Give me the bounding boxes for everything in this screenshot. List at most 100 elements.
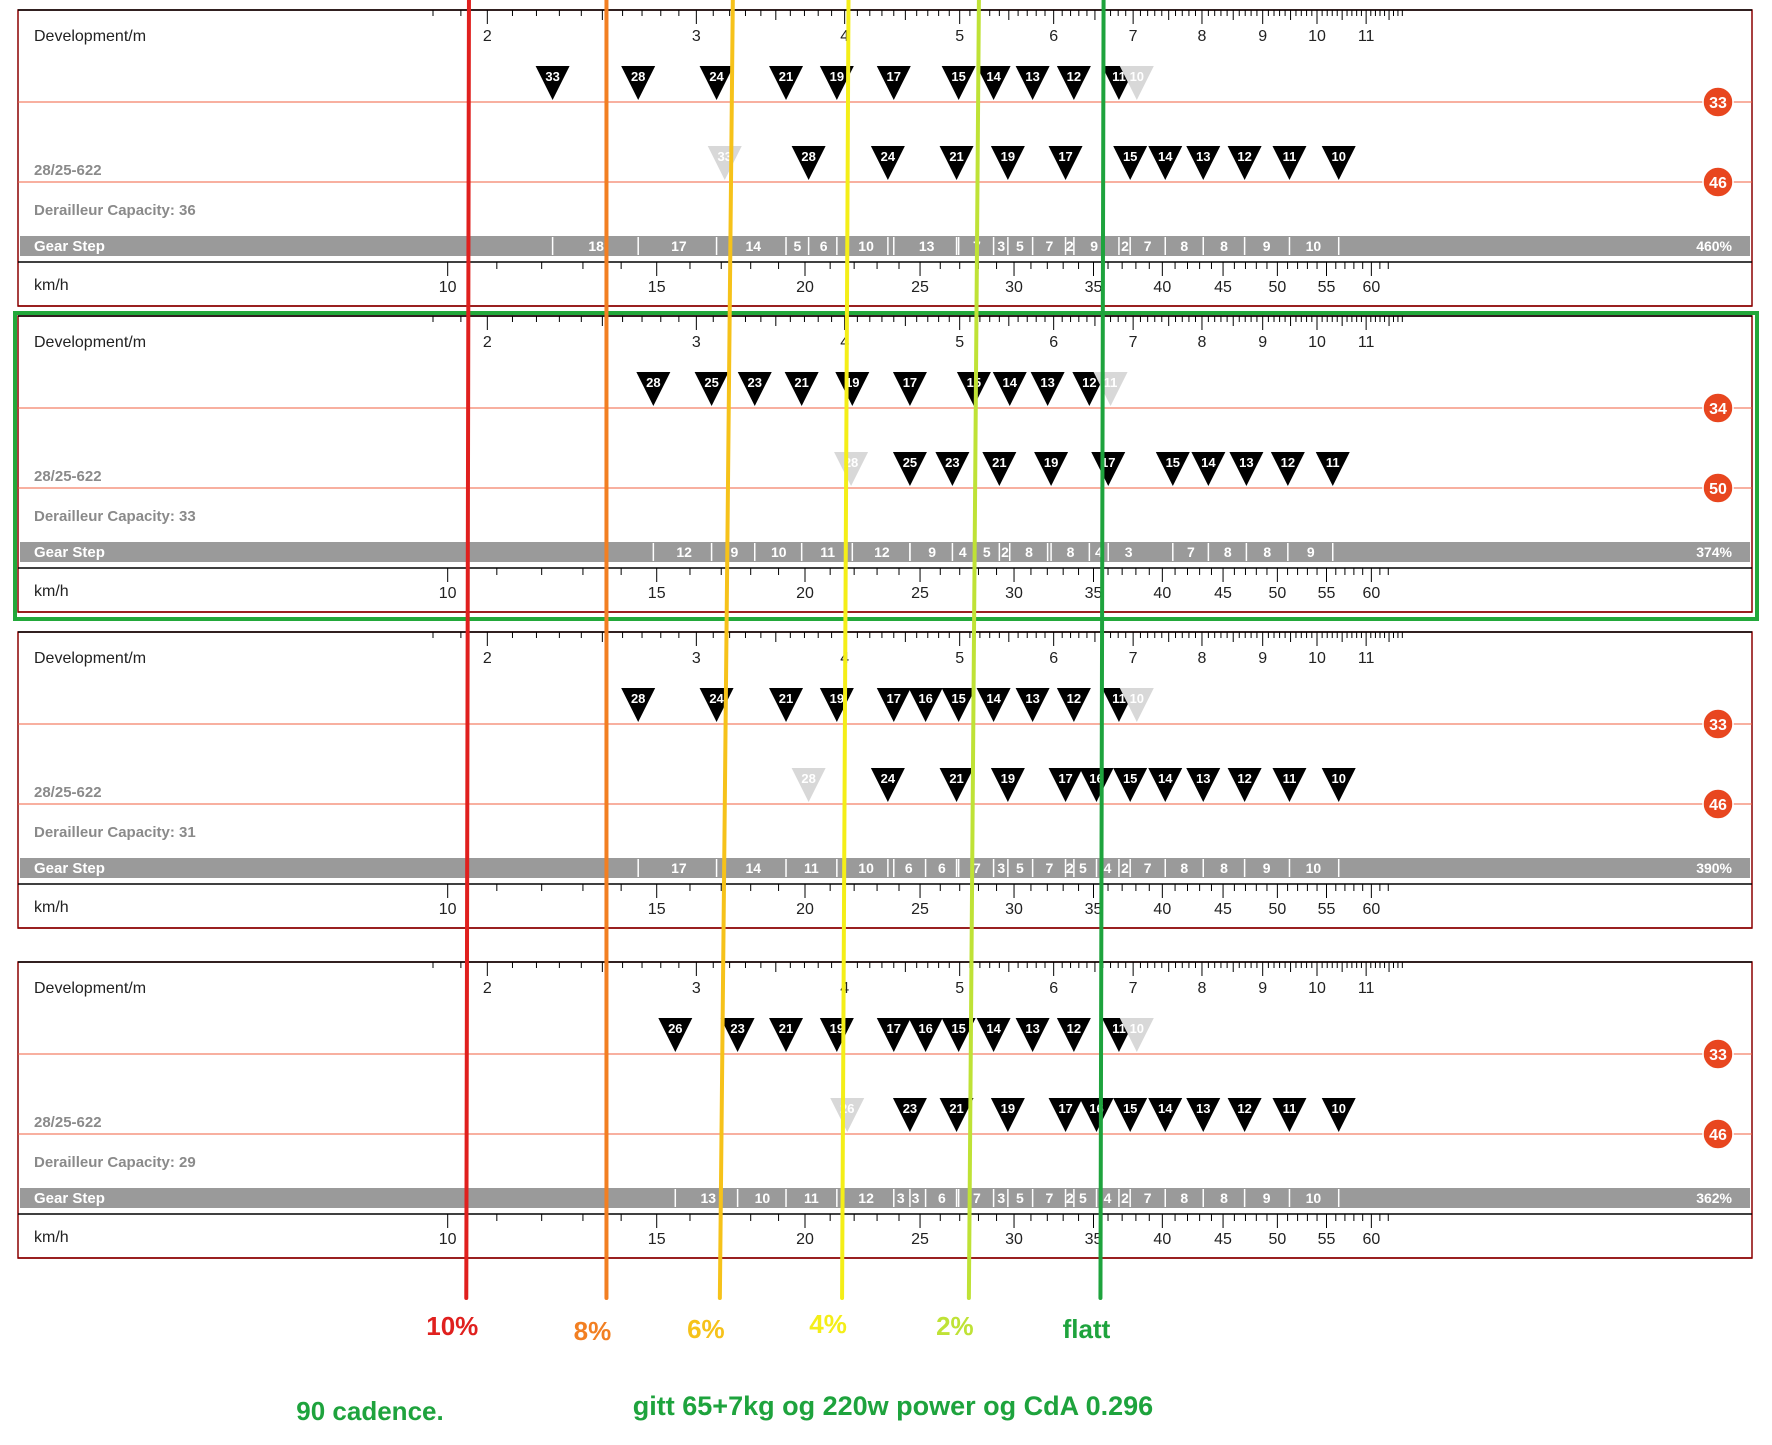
gear-step-value: 10	[755, 1190, 771, 1206]
gradient-label: 8%	[574, 1316, 612, 1346]
gradient-line	[717, 0, 735, 1300]
small-ring-cog-label: 25	[704, 375, 718, 390]
big-ring-cog-label: 21	[949, 1101, 963, 1116]
gear-step-value: 8	[1263, 544, 1271, 560]
small-ring-cog-label: 13	[1025, 691, 1039, 706]
development-label: Development/m	[34, 28, 146, 45]
gear-range: 362%	[1696, 1190, 1732, 1206]
kmh-tick-label: 45	[1214, 585, 1232, 602]
gear-step-value: 10	[1306, 1190, 1322, 1206]
big-ring-cog-label: 23	[945, 455, 959, 470]
gear-step-value: 9	[1263, 1190, 1271, 1206]
gear-step-value: 3	[1125, 544, 1133, 560]
gear-step-value: 8	[1220, 1190, 1228, 1206]
gear-step-value: 3	[912, 1190, 920, 1206]
small-ring-cog-marker	[658, 1018, 693, 1052]
big-ring-cog-label: 12	[1237, 149, 1251, 164]
big-ring-cog-label: 15	[1123, 149, 1137, 164]
big-ring-cog-marker	[1113, 768, 1148, 802]
big-ring-cog-marker	[1270, 452, 1305, 486]
gear-step-value: 7	[1045, 238, 1053, 254]
development-tick-label: 2	[483, 980, 492, 997]
small-ring-cog-label: 21	[779, 69, 793, 84]
small-ring-cog-label: 10	[1130, 1021, 1144, 1036]
kmh-tick-label: 20	[796, 585, 814, 602]
big-ring-cog-marker	[1229, 452, 1264, 486]
small-ring-cog-label: 19	[830, 691, 844, 706]
gear-step-value: 10	[858, 238, 874, 254]
gear-panel-4: Development/m234567891011334626232119171…	[17, 961, 1753, 1259]
kmh-label: km/h	[34, 583, 69, 600]
kmh-tick-label: 35	[1085, 279, 1103, 296]
small-ring-cog-label: 21	[794, 375, 808, 390]
big-ring-cog-marker	[1315, 452, 1350, 486]
gear-step-value: 7	[973, 860, 981, 876]
big-ring-cog-label: 12	[1237, 1101, 1251, 1116]
kmh-tick-label: 50	[1268, 279, 1286, 296]
big-ring-cog-marker	[1048, 146, 1083, 180]
big-ring-cog-label: 13	[1196, 1101, 1210, 1116]
small-ring-cog-marker	[976, 66, 1011, 100]
small-ring-cog-label: 10	[1130, 691, 1144, 706]
gear-step-value: 10	[1306, 238, 1322, 254]
kmh-tick-label: 15	[648, 901, 666, 918]
small-ring-cog-marker	[1056, 688, 1091, 722]
big-ring-cog-marker	[1113, 1098, 1148, 1132]
gear-step-value: 13	[919, 238, 935, 254]
big-ring-cog-marker	[939, 146, 974, 180]
gear-step-value: 4	[1104, 1190, 1112, 1206]
development-tick-label: 7	[1129, 980, 1138, 997]
small-ring-cog-marker	[1119, 66, 1154, 100]
gear-step-value: 2	[1121, 860, 1129, 876]
kmh-tick-label: 50	[1268, 585, 1286, 602]
big-ring-cog-label: 14	[1158, 771, 1173, 786]
development-tick-label: 9	[1258, 980, 1267, 997]
big-ring-cog-label: 14	[1201, 455, 1216, 470]
gear-step-value: 2	[1121, 1190, 1129, 1206]
big-ring-cog-marker	[990, 768, 1025, 802]
gear-step-value: 5	[983, 544, 991, 560]
gear-step-value: 9	[1090, 238, 1098, 254]
development-tick-label: 10	[1308, 980, 1326, 997]
big-ring-cog-label: 10	[1331, 771, 1345, 786]
small-ring-cog-label: 10	[1130, 69, 1144, 84]
gradient-line	[840, 0, 851, 1300]
small-ring-cog-label: 28	[646, 375, 660, 390]
gear-step-value: 5	[794, 238, 802, 254]
gear-step-value: 9	[1307, 544, 1315, 560]
big-ring-cog-marker	[1272, 146, 1307, 180]
kmh-tick-label: 10	[439, 1231, 457, 1248]
gear-step-value: 14	[745, 238, 761, 254]
development-tick-label: 10	[1308, 334, 1326, 351]
derailleur-capacity: Derailleur Capacity: 31	[34, 824, 196, 841]
gear-step-value: 13	[700, 1190, 716, 1206]
kmh-tick-label: 60	[1362, 901, 1380, 918]
small-ring-cog-marker	[976, 688, 1011, 722]
kmh-tick-label: 25	[911, 279, 929, 296]
small-ring-cog-marker	[876, 688, 911, 722]
development-tick-label: 3	[692, 650, 701, 667]
gear-step-value: 12	[858, 1190, 874, 1206]
small-chainring-badge	[1702, 392, 1734, 424]
small-ring-cog-label: 12	[1082, 375, 1096, 390]
small-ring-cog-marker	[769, 1018, 804, 1052]
gear-step-bar	[20, 1188, 1750, 1208]
small-ring-cog-marker	[1056, 1018, 1091, 1052]
kmh-tick-label: 55	[1318, 279, 1336, 296]
development-tick-label: 9	[1258, 28, 1267, 45]
gear-step-value: 9	[1263, 860, 1271, 876]
gear-step-value: 4	[1095, 544, 1103, 560]
gradient-line	[464, 0, 471, 1300]
kmh-tick-label: 25	[911, 585, 929, 602]
cadence-note: 90 cadence.	[296, 1396, 443, 1426]
development-tick-label: 5	[955, 980, 964, 997]
big-ring-cog-marker	[892, 452, 927, 486]
small-ring-cog-label: 14	[1003, 375, 1018, 390]
gear-step-value: 10	[1306, 860, 1322, 876]
gear-step-value: 8	[1180, 860, 1188, 876]
big-ring-cog-label: 19	[1044, 455, 1058, 470]
kmh-tick-label: 40	[1153, 279, 1171, 296]
kmh-tick-label: 55	[1318, 901, 1336, 918]
small-ring-cog-label: 13	[1025, 69, 1039, 84]
gear-step-value: 9	[928, 544, 936, 560]
